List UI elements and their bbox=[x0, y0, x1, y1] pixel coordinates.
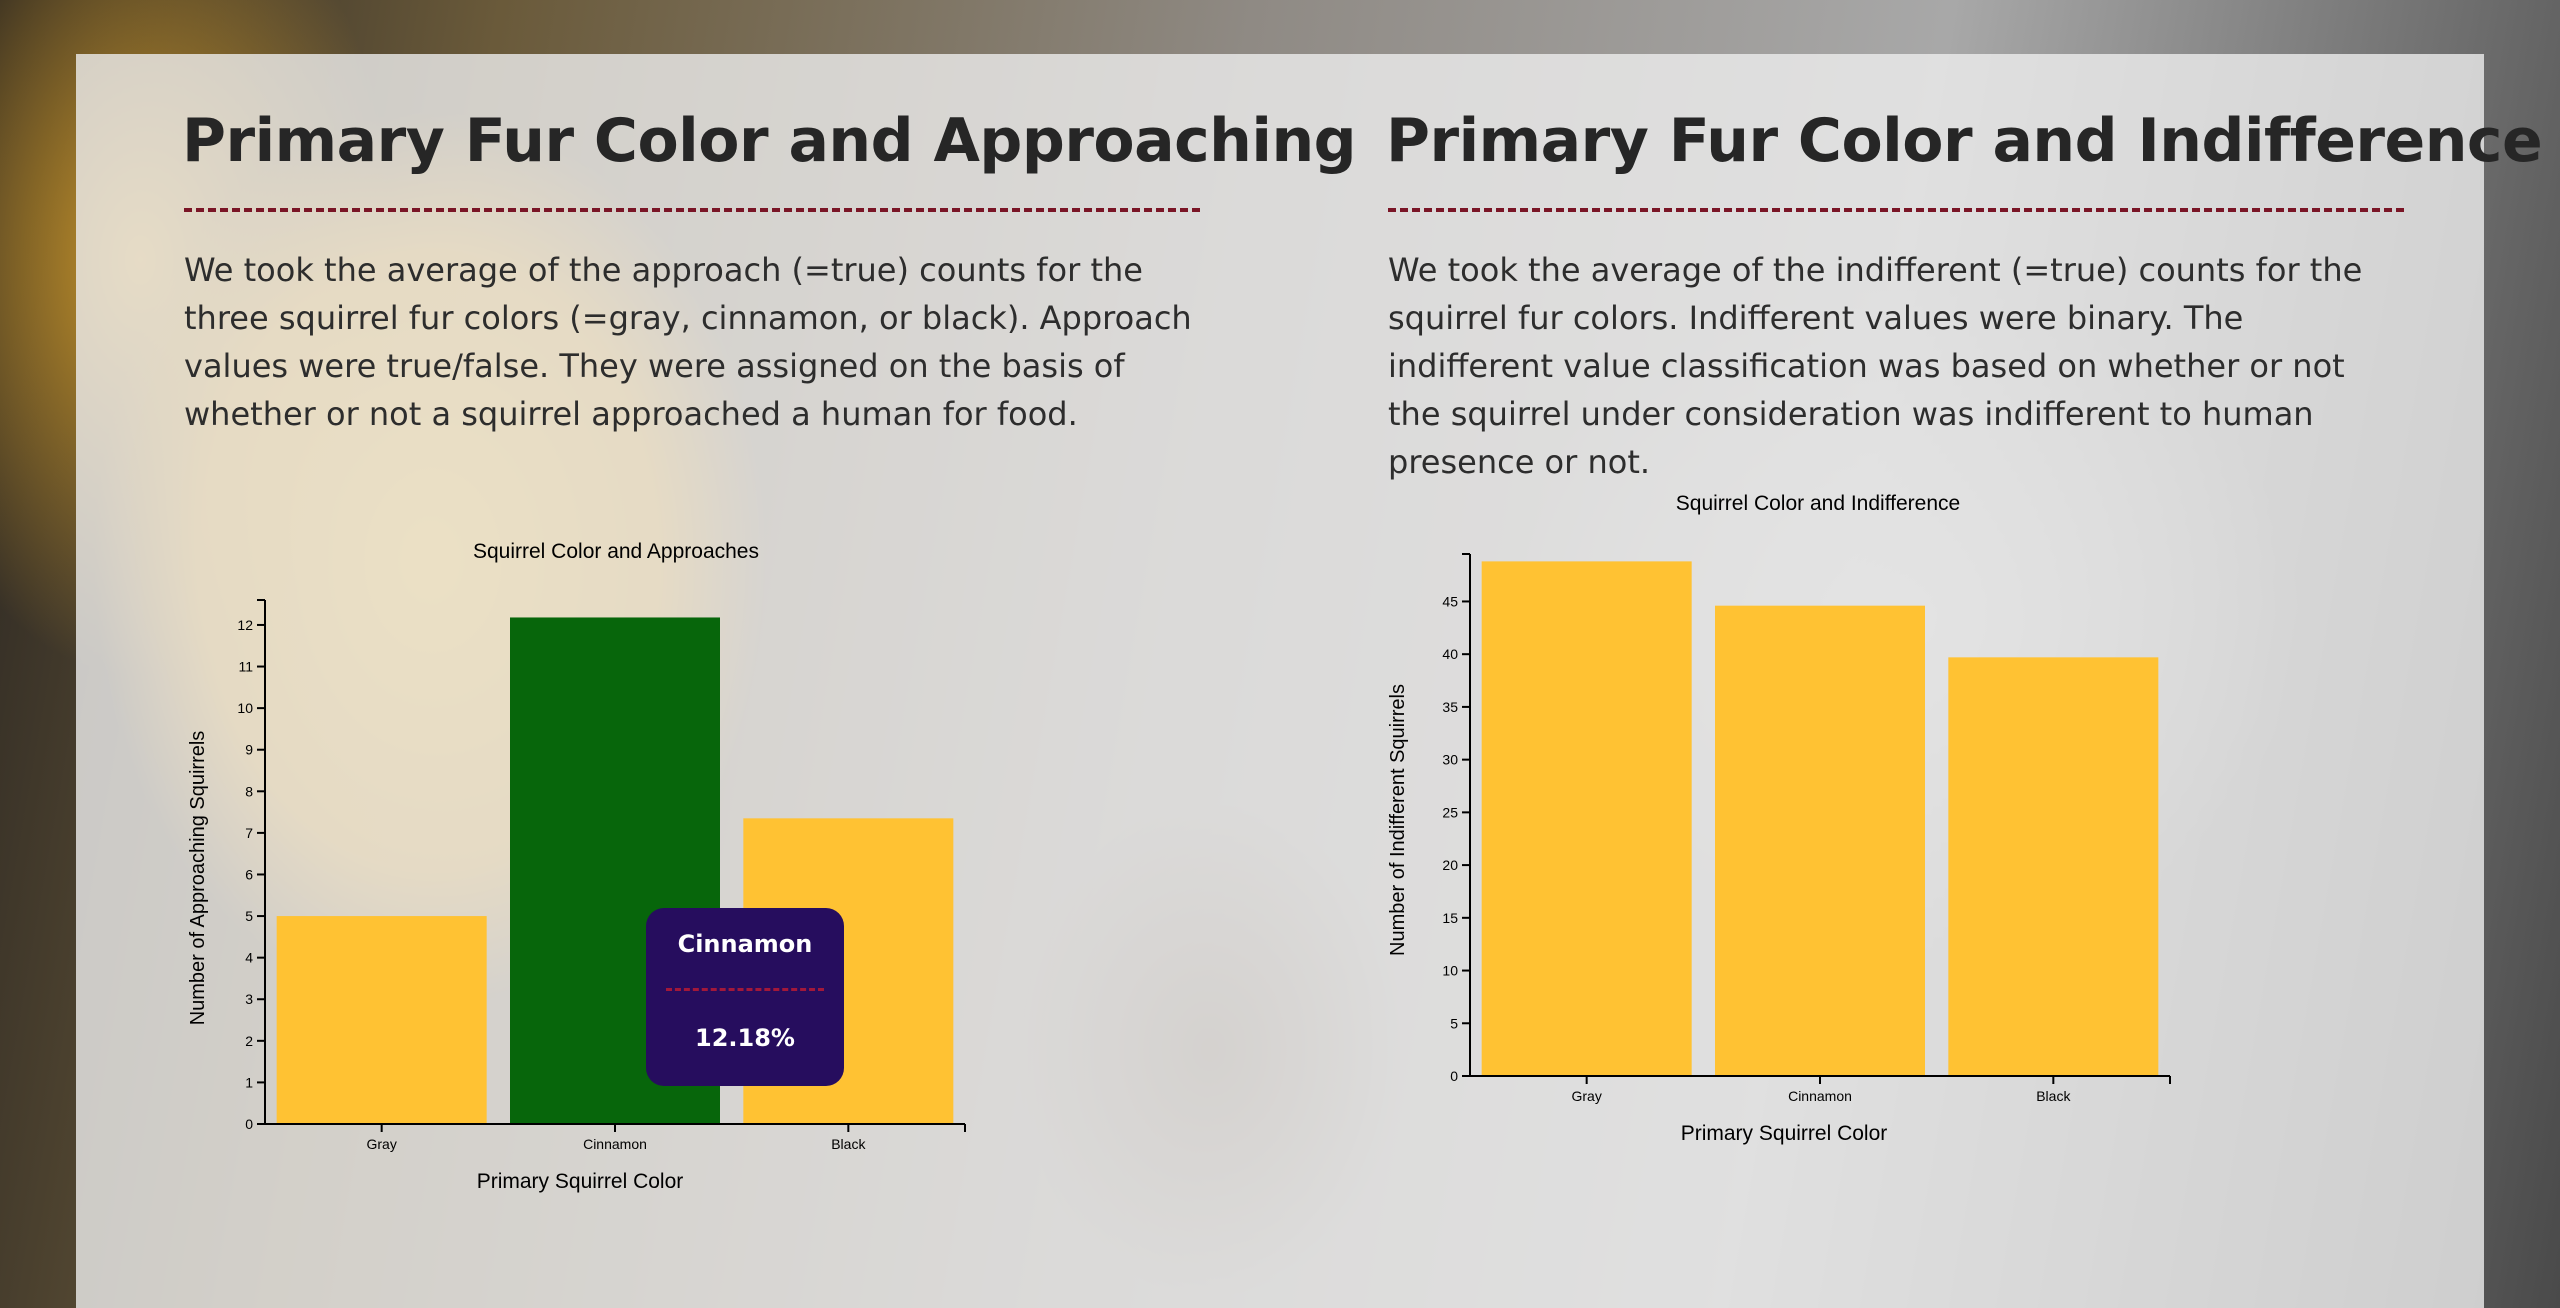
tooltip-category: Cinnamon bbox=[677, 930, 813, 958]
indifference-x-tick-label: Cinnamon bbox=[1788, 1088, 1852, 1104]
approaches-y-tick-label: 9 bbox=[245, 742, 253, 758]
indifference-x-axis-label: Primary Squirrel Color bbox=[1681, 1122, 1888, 1145]
right-title-divider bbox=[1388, 208, 2404, 212]
indifference-y-tick-label: 45 bbox=[1442, 593, 1458, 609]
indifference-y-tick-label: 5 bbox=[1450, 1015, 1458, 1031]
right-description: We took the average of the indifferent (… bbox=[1388, 251, 2363, 481]
indifference-y-tick-label: 30 bbox=[1442, 752, 1458, 768]
approaches-y-tick-label: 1 bbox=[245, 1074, 253, 1090]
indifference-bar-gray[interactable] bbox=[1481, 561, 1692, 1076]
indifference-y-axis-label: Number of Indifferent Squirrels bbox=[1387, 684, 1409, 956]
approaches-x-tick-label: Black bbox=[831, 1136, 866, 1152]
indifference-y-tick-label: 0 bbox=[1450, 1068, 1458, 1084]
approaches-x-tick-label: Cinnamon bbox=[583, 1136, 647, 1152]
approaches-y-axis-label: Number of Approaching Squirrels bbox=[187, 731, 209, 1026]
approaches-chart-title: Squirrel Color and Approaches bbox=[473, 540, 759, 563]
tooltip-value: 12.18% bbox=[695, 1024, 795, 1052]
indifference-x-tick-label: Gray bbox=[1571, 1088, 1601, 1104]
approaches-y-tick-label: 8 bbox=[245, 783, 253, 799]
approaches-x-axis-label: Primary Squirrel Color bbox=[477, 1170, 684, 1193]
bar-tooltip: Cinnamon 12.18% bbox=[646, 908, 844, 1086]
left-title-divider bbox=[184, 208, 1200, 212]
approaches-y-tick-label: 3 bbox=[245, 991, 253, 1007]
indifference-y-tick-label: 10 bbox=[1442, 963, 1458, 979]
indifference-chart-title: Squirrel Color and Indifference bbox=[1676, 492, 1960, 515]
indifference-bar-cinnamon[interactable] bbox=[1715, 605, 1925, 1076]
approaches-bar-chart: Squirrel Color and Approaches Number of … bbox=[187, 540, 966, 1193]
approaches-y-tick-label: 12 bbox=[237, 617, 253, 633]
approaches-bar-gray[interactable] bbox=[276, 916, 487, 1124]
indifference-y-tick-label: 25 bbox=[1442, 804, 1458, 820]
approaches-y-tick-label: 10 bbox=[237, 700, 253, 716]
indifference-y-tick-label: 15 bbox=[1442, 910, 1458, 926]
left-description: We took the average of the approach (=tr… bbox=[184, 251, 1192, 433]
indifference-y-tick-label: 20 bbox=[1442, 857, 1458, 873]
approaches-y-tick-label: 7 bbox=[245, 825, 253, 841]
indifference-bar-black[interactable] bbox=[1948, 657, 2159, 1076]
tooltip-divider bbox=[666, 988, 824, 991]
right-section-title: Primary Fur Color and Indifference bbox=[1386, 106, 2543, 176]
approaches-y-tick-label: 0 bbox=[245, 1116, 253, 1132]
approaches-y-tick-label: 5 bbox=[245, 908, 253, 924]
approaches-y-tick-label: 11 bbox=[238, 659, 253, 675]
indifference-bar-chart: Squirrel Color and Indifference Number o… bbox=[1387, 492, 2171, 1145]
approaches-y-tick-label: 2 bbox=[245, 1033, 253, 1049]
indifference-x-tick-label: Black bbox=[2036, 1088, 2071, 1104]
approaches-x-tick-label: Gray bbox=[366, 1136, 396, 1152]
indifference-y-tick-label: 35 bbox=[1442, 699, 1458, 715]
indifference-y-tick-label: 40 bbox=[1442, 646, 1458, 662]
left-section-title: Primary Fur Color and Approaching bbox=[182, 106, 1357, 176]
approaches-y-tick-label: 6 bbox=[245, 866, 253, 882]
approaches-y-tick-label: 4 bbox=[245, 950, 253, 966]
